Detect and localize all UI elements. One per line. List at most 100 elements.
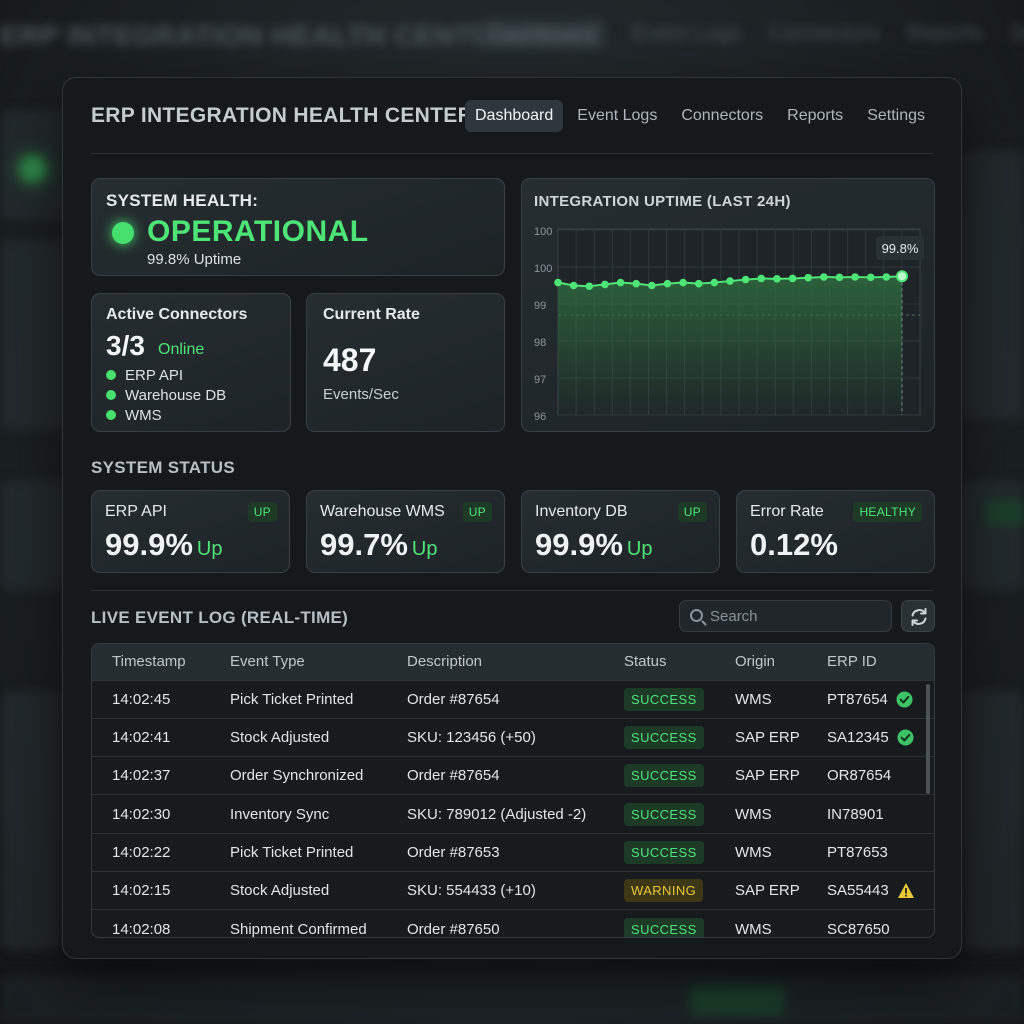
tab-reports[interactable]: Reports [787, 107, 844, 124]
cell-erp-id: SC87650 [827, 910, 934, 937]
status-card-erp-api[interactable]: ERP API UP 99.9% Up [91, 490, 290, 573]
cell-description: SKU: 554433 (+10) [407, 882, 536, 900]
refresh-icon [911, 608, 927, 626]
erp-id: SA12345 [827, 728, 889, 746]
cell-origin: WMS [735, 920, 772, 938]
table-row[interactable]: 14:02:30 Inventory Sync SKU: 789012 (Adjus… [92, 794, 934, 833]
cell-origin: SAP ERP [735, 882, 800, 900]
cell-erp-id: OR87654 [827, 757, 934, 795]
column-header[interactable]: ERP ID [827, 653, 877, 671]
status-badge: SUCCESS [624, 725, 704, 749]
table-row[interactable]: 14:02:08 Shipment Confirmed Order #87650 SU… [92, 909, 934, 938]
status-card-warehouse-wms[interactable]: Warehouse WMS UP 99.7% Up [306, 490, 505, 573]
status-badge: SUCCESS [624, 764, 704, 788]
cell-description: Order #87654 [407, 767, 500, 785]
search-box [679, 600, 892, 632]
connector-list: ERP API Warehouse DB WMS [106, 365, 226, 425]
table-row[interactable]: 14:02:37 Order Synchronized Order #87654 SU… [92, 756, 934, 795]
event-log-title: LIVE EVENT LOG (REAL-TIME) [91, 608, 349, 627]
last-value-bg [876, 236, 924, 260]
cell-description: SKU: 789012 (Adjusted -2) [407, 805, 587, 823]
warning-icon [897, 883, 914, 899]
erp-id: PT87653 [827, 843, 888, 861]
bg-app-title: ERP INTEGRATION HEALTH CENTER [0, 20, 513, 51]
connector-item: Warehouse DB [106, 385, 226, 405]
data-point [585, 282, 594, 291]
status-suffix: Up [196, 538, 223, 560]
data-point [757, 274, 766, 283]
cell-timestamp: 14:02:30 [112, 805, 171, 823]
bg-row [0, 975, 1024, 1023]
uptime-chart-card: INTEGRATION UPTIME (LAST 24H) 100 100 99 98… [521, 178, 935, 432]
data-point [882, 273, 891, 281]
cell-timestamp: 14:02:45 [112, 690, 171, 708]
current-rate-label: Current Rate [323, 306, 420, 323]
tab-dashboard[interactable]: Dashboard [464, 100, 564, 132]
bg-nav-item: Reports [906, 20, 984, 45]
cell-origin: SAP ERP [735, 728, 800, 746]
bg-card [0, 480, 70, 590]
status-badge: SUCCESS [624, 917, 704, 937]
bg-badge [690, 985, 785, 1015]
column-header[interactable]: Description [407, 653, 483, 671]
table-row[interactable]: 14:02:15 Stock Adjusted SKU: 554433 (+10) W… [92, 871, 934, 909]
tab-connectors[interactable]: Connectors [681, 107, 764, 124]
data-point [679, 278, 687, 287]
y-tick-label: 97 [534, 374, 546, 386]
cell-status: SUCCESS [624, 680, 735, 718]
data-point [866, 273, 875, 282]
data-point [601, 280, 609, 289]
cell-event-type: Pick Ticket Printed [230, 843, 354, 861]
refresh-button[interactable] [901, 600, 935, 632]
dashboard-window: ERP INTEGRATION HEALTH CENTER Dashboard … [62, 77, 962, 959]
online-dot-icon [106, 370, 116, 380]
status-card-inventory-db[interactable]: Inventory DB UP 99.9% Up [521, 490, 720, 573]
column-header[interactable]: Origin [735, 653, 776, 671]
cell-status: SUCCESS [624, 757, 735, 795]
main-nav: Dashboard Event Logs Connectors Reports … [464, 100, 935, 132]
column-header[interactable]: Status [624, 653, 667, 671]
active-connectors-label: Active Connectors [106, 306, 248, 323]
erp-id: SA55443 [827, 882, 889, 900]
data-point [851, 273, 859, 281]
data-point [835, 273, 844, 282]
connector-item: ERP API [106, 365, 226, 385]
table-scrollbar[interactable] [926, 684, 930, 794]
cell-event-type: Stock Adjusted [230, 882, 330, 900]
status-badge: UP [247, 502, 277, 522]
y-tick-label: 98 [534, 337, 546, 349]
status-badge: UP [462, 502, 492, 522]
active-connectors-card[interactable]: Active Connectors 3/3 Online ERP API War… [91, 293, 291, 432]
tab-settings[interactable]: Settings [867, 107, 925, 124]
status-value: 0.12% [750, 527, 838, 562]
bg-nav-item: Connectors [767, 20, 881, 45]
search-input[interactable] [710, 601, 885, 631]
cell-origin: WMS [735, 843, 772, 861]
status-suffix: Up [626, 538, 653, 560]
status-badge: SUCCESS [624, 802, 704, 826]
status-value: 99.9% [535, 527, 623, 562]
table-row[interactable]: 14:02:45 Pick Ticket Printed Order #87654 S… [92, 680, 934, 718]
cell-event-type: Shipment Confirmed [230, 920, 367, 938]
current-rate-card: Current Rate 487 Events/Sec [306, 293, 505, 432]
tab-event-logs[interactable]: Event Logs [577, 107, 658, 124]
y-tick-label: 96 [534, 411, 546, 423]
status-card-value: 99.9% Up [535, 527, 652, 563]
uptime-area [558, 276, 902, 415]
column-header[interactable]: Event Type [230, 653, 305, 671]
cell-erp-id: PT87653 [827, 833, 934, 871]
bg-card [0, 240, 70, 430]
status-card-error-rate[interactable]: Error Rate HEALTHY 0.12% [736, 490, 935, 573]
online-dot-icon [106, 410, 116, 420]
data-point [710, 278, 719, 287]
current-rate-value: 487 [323, 342, 377, 378]
connector-online-label: Online [158, 341, 205, 358]
status-badge: SUCCESS [624, 840, 704, 864]
column-header[interactable]: Timestamp [112, 653, 186, 671]
bg-card [962, 150, 1024, 420]
table-row[interactable]: 14:02:41 Stock Adjusted SKU: 123456 (+50) S… [92, 718, 934, 756]
cell-description: Order #87654 [407, 690, 500, 708]
erp-id: PT87654 [827, 690, 888, 708]
table-row[interactable]: 14:02:22 Pick Ticket Printed Order #87653 S… [92, 833, 934, 871]
